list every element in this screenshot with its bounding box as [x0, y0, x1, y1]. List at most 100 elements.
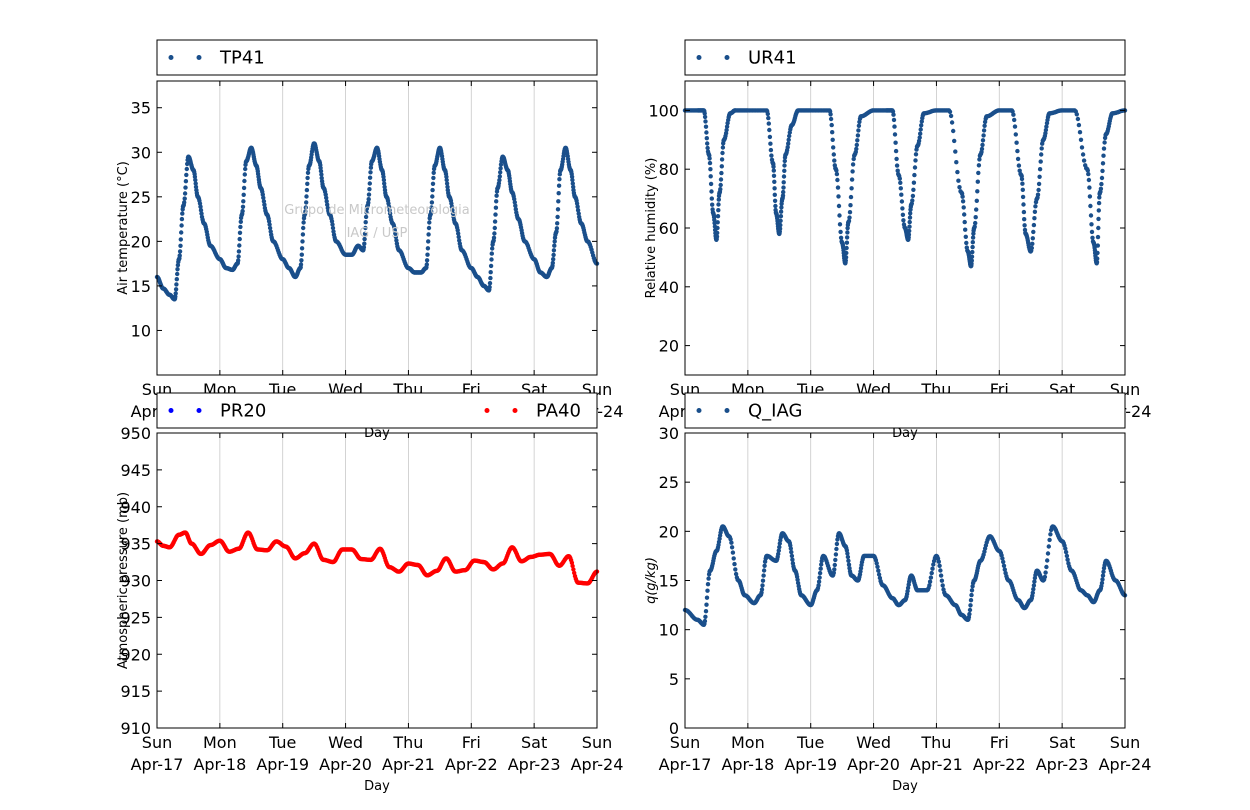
data-point: [570, 181, 575, 186]
legend-marker: [196, 55, 202, 60]
data-point: [899, 192, 904, 197]
data-point: [759, 587, 765, 592]
y-tick-label: 20: [659, 522, 679, 541]
data-point: [854, 146, 859, 152]
data-point: [760, 583, 765, 588]
data-point: [982, 123, 987, 128]
data-point: [424, 262, 429, 267]
data-point: [898, 180, 903, 185]
data-point: [832, 562, 837, 568]
data-point: [554, 226, 560, 231]
data-point: [1080, 152, 1086, 157]
data-point: [719, 170, 724, 176]
data-point: [844, 250, 849, 256]
data-point: [974, 207, 979, 212]
data-point: [1100, 161, 1106, 166]
data-point: [849, 186, 854, 191]
data-point: [919, 123, 924, 128]
data-point: [299, 246, 305, 251]
data-point: [1022, 223, 1027, 228]
data-point: [1074, 112, 1080, 117]
data-point: [715, 214, 721, 219]
data-point: [1076, 122, 1082, 128]
data-point: [918, 127, 923, 132]
data-point: [973, 215, 978, 220]
data-point: [1030, 590, 1036, 595]
data-point: [771, 164, 776, 169]
data-point: [835, 177, 840, 183]
data-point: [969, 254, 975, 259]
data-point: [261, 195, 266, 200]
data-point: [850, 169, 855, 174]
y-tick-label: 910: [120, 719, 151, 738]
data-point: [487, 284, 492, 290]
data-point: [895, 168, 900, 173]
data-point: [1012, 117, 1017, 123]
x-tick-label-date: Apr-20: [847, 755, 900, 774]
data-point: [850, 162, 856, 167]
data-point: [319, 175, 324, 181]
data-point: [844, 245, 849, 251]
data-point: [304, 200, 309, 205]
data-point: [789, 549, 794, 555]
data-point: [976, 163, 982, 168]
data-point: [836, 194, 841, 199]
data-point: [1014, 140, 1019, 145]
data-point: [363, 220, 368, 225]
data-point: [777, 226, 783, 231]
data-point: [899, 199, 905, 204]
data-point: [1015, 156, 1021, 162]
data-point: [1100, 168, 1105, 174]
data-point: [937, 563, 942, 568]
data-point: [767, 127, 772, 133]
data-point: [703, 124, 709, 129]
data-point: [714, 234, 720, 239]
data-point: [1043, 127, 1049, 133]
data-point: [969, 588, 975, 593]
data-point: [781, 174, 787, 179]
data-point: [708, 174, 713, 179]
data-point: [720, 150, 725, 156]
data-point: [183, 185, 188, 190]
data-point: [961, 205, 966, 210]
data-point: [760, 578, 766, 583]
data-point: [173, 291, 178, 296]
data-point: [237, 243, 242, 248]
data-point: [490, 246, 495, 251]
data-point: [846, 558, 851, 563]
x-tick-label-weekday: Fri: [990, 733, 1009, 752]
data-point: [901, 218, 906, 223]
data-point: [781, 185, 786, 190]
data-point: [456, 231, 461, 236]
data-point: [430, 194, 435, 199]
data-point: [552, 243, 557, 248]
data-point: [236, 258, 241, 263]
data-point: [305, 170, 311, 175]
data-point: [855, 133, 861, 138]
data-point: [1017, 168, 1022, 173]
x-tick-label-weekday: Tue: [796, 733, 824, 752]
data-point: [193, 181, 198, 186]
data-point: [894, 163, 900, 168]
data-point: [429, 205, 434, 210]
data-point: [931, 562, 936, 567]
data-point: [1101, 146, 1107, 151]
data-point: [831, 152, 836, 157]
data-point: [893, 148, 899, 154]
data-point: [1090, 235, 1095, 240]
data-point: [778, 218, 783, 223]
data-point: [716, 197, 721, 202]
y-tick-label: 30: [659, 424, 679, 443]
y-tick-label: 935: [120, 535, 151, 554]
data-point: [900, 212, 906, 217]
data-point: [927, 579, 933, 584]
data-point: [957, 185, 962, 190]
series-TP41: [154, 141, 600, 302]
legend-marker: [724, 55, 730, 60]
data-point: [1096, 216, 1101, 222]
data-point: [1031, 587, 1036, 592]
y-tick-label: 40: [659, 278, 679, 297]
data-point: [305, 175, 310, 181]
data-point: [425, 252, 430, 257]
